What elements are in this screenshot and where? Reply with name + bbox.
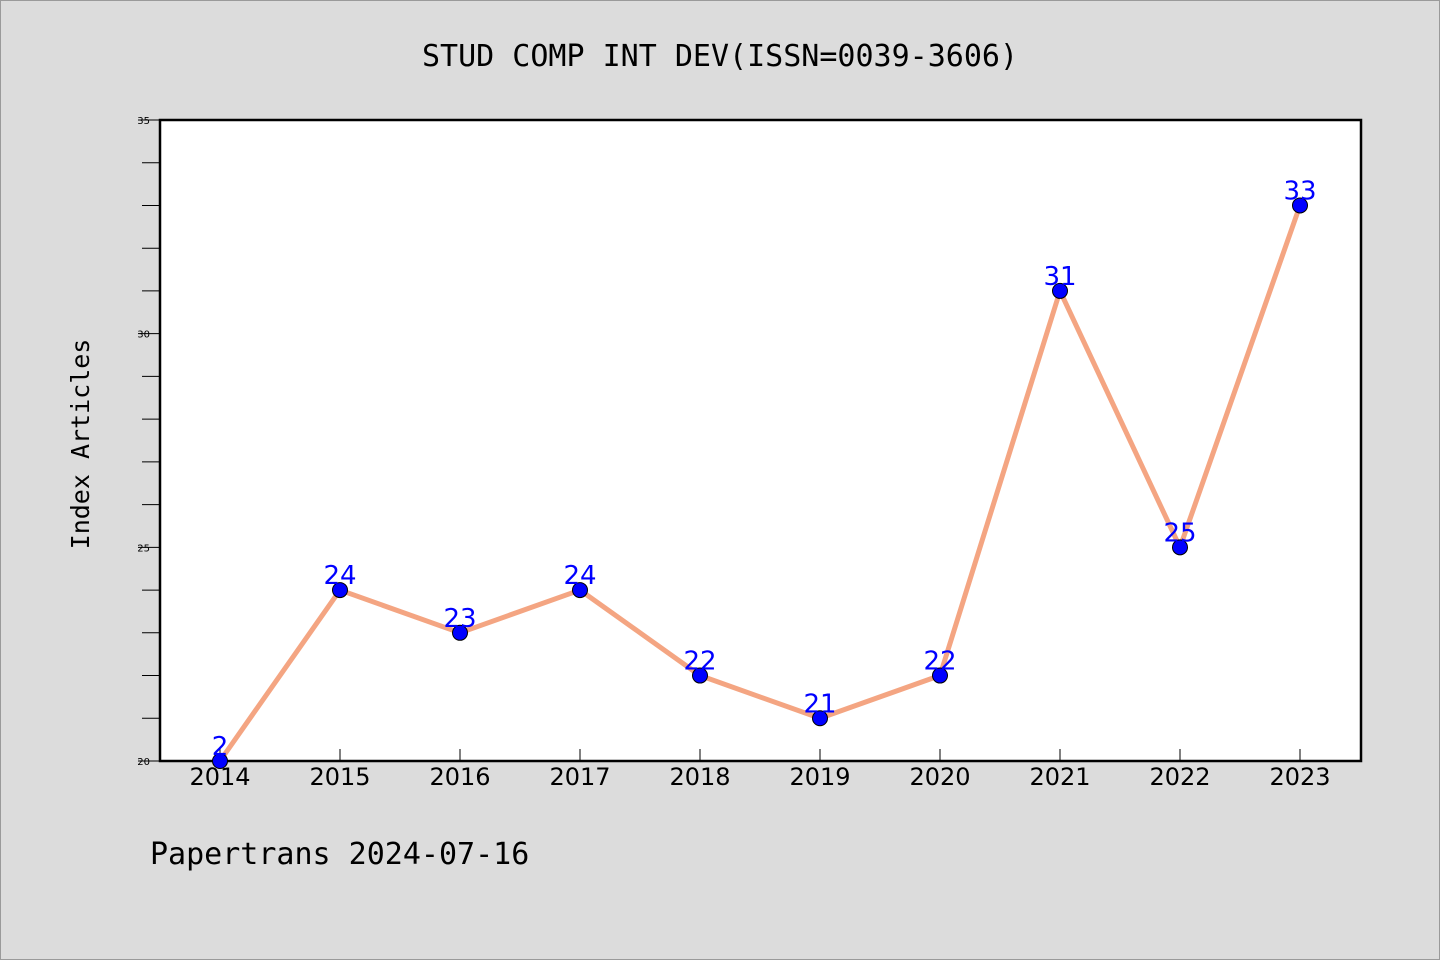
data-point bbox=[1052, 282, 1068, 299]
data-point bbox=[212, 753, 228, 769]
chart-title: STUD COMP INT DEV(ISSN=0039-3606) bbox=[422, 39, 1018, 74]
x-tick-label: 2021 bbox=[1029, 763, 1090, 791]
data-label: 2 bbox=[212, 732, 229, 762]
y-tick-label: 30 bbox=[137, 330, 150, 341]
plot-area bbox=[158, 118, 1363, 763]
x-tick-label: 2019 bbox=[789, 763, 850, 791]
x-tick-label: 2023 bbox=[1269, 763, 1330, 791]
data-point bbox=[692, 667, 708, 684]
y-tick-label: 35 bbox=[137, 116, 150, 127]
data-label: 22 bbox=[683, 647, 716, 677]
y-axis-ticks: 20 25 30 35 bbox=[137, 116, 160, 768]
data-point bbox=[332, 582, 348, 599]
data-point bbox=[932, 667, 948, 684]
x-axis-ticks: 2014 2015 2016 2017 2018 2019 2020 2021 2022 2023 bbox=[189, 749, 1331, 791]
data-label: 23 bbox=[443, 604, 476, 634]
footer-credit: Papertrans 2024-07-16 bbox=[150, 837, 529, 872]
data-point bbox=[1292, 197, 1308, 214]
x-tick-label: 2016 bbox=[429, 763, 490, 791]
y-tick-label: 25 bbox=[137, 543, 150, 554]
data-point bbox=[572, 582, 588, 599]
data-label: 25 bbox=[1163, 518, 1196, 548]
x-tick-label: 2015 bbox=[309, 763, 370, 791]
x-tick-label: 2017 bbox=[549, 763, 610, 791]
data-point bbox=[1172, 539, 1188, 556]
x-tick-label: 2018 bbox=[669, 763, 730, 791]
y-tick-label: 20 bbox=[137, 757, 150, 768]
data-point bbox=[812, 710, 828, 727]
y-axis-label: Index Articles bbox=[66, 339, 95, 550]
x-tick-label: 2022 bbox=[1149, 763, 1210, 791]
data-point bbox=[452, 624, 468, 641]
data-markers bbox=[212, 197, 1308, 769]
data-label: 31 bbox=[1043, 262, 1076, 292]
data-label: 24 bbox=[323, 561, 356, 591]
data-label: 22 bbox=[923, 647, 956, 677]
data-label: 21 bbox=[803, 689, 836, 719]
data-label: 24 bbox=[563, 561, 596, 591]
x-tick-label: 2020 bbox=[909, 763, 970, 791]
series-line bbox=[217, 202, 1303, 764]
data-labels: 2 24 23 24 22 21 22 31 25 33 bbox=[212, 176, 1317, 762]
data-label: 33 bbox=[1283, 176, 1316, 206]
series-polyline bbox=[217, 202, 1303, 764]
